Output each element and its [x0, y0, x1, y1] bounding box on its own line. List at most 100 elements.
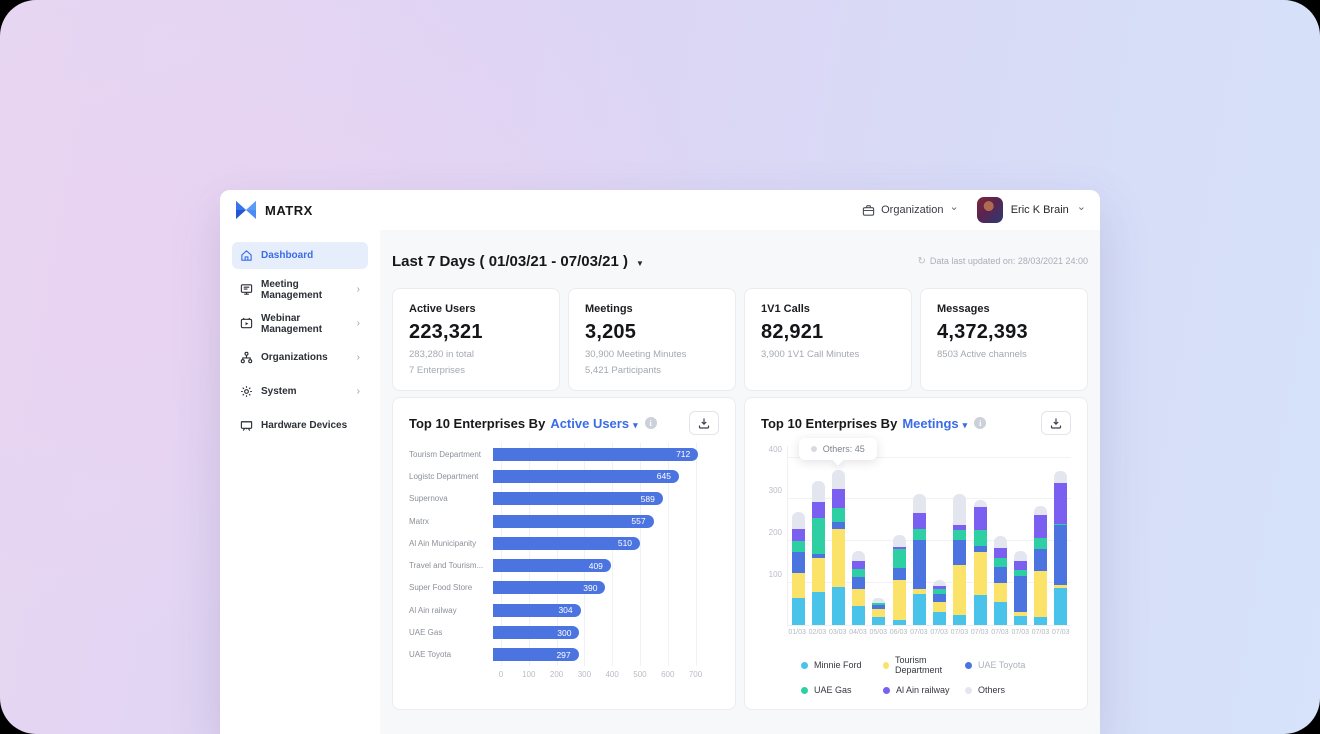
stack-segment-tourism-department[interactable]: [953, 565, 967, 615]
stack-segment-uae-gas[interactable]: [1014, 569, 1028, 577]
hbar-bar[interactable]: 712: [493, 447, 699, 461]
hbar-bar[interactable]: 589: [493, 492, 663, 506]
stack-segment-al-ain-railway[interactable]: [791, 528, 805, 542]
stack-segment-uae-gas[interactable]: [832, 507, 846, 523]
stack-segment-al-ain-railway[interactable]: [993, 547, 1007, 559]
stack-segment-uae-gas[interactable]: [872, 602, 886, 605]
sidebar-item-hardware-devices[interactable]: Hardware Devices: [232, 412, 368, 439]
stack-segment-al-ain-railway[interactable]: [1054, 483, 1068, 524]
stack-segment-others[interactable]: [912, 494, 926, 513]
legend-item[interactable]: Others: [965, 685, 1047, 695]
stack-segment-uae-toyota[interactable]: [993, 567, 1007, 584]
stack-segment-uae-toyota[interactable]: [1034, 548, 1048, 571]
stack-segment-minnie-ford[interactable]: [791, 597, 805, 625]
stack-segment-uae-gas[interactable]: [791, 541, 805, 552]
stack-segment-uae-gas[interactable]: [892, 548, 906, 568]
user-menu[interactable]: Eric K Brain: [976, 197, 1086, 223]
stack-segment-uae-toyota[interactable]: [933, 593, 947, 602]
stack-segment-minnie-ford[interactable]: [973, 594, 987, 625]
stack-segment-al-ain-railway[interactable]: [852, 561, 866, 569]
stack-segment-tourism-department[interactable]: [973, 551, 987, 595]
stack-segment-al-ain-railway[interactable]: [811, 501, 825, 519]
stack-segment-tourism-department[interactable]: [912, 588, 926, 594]
stack-segment-tourism-department[interactable]: [993, 583, 1007, 602]
stack-segment-minnie-ford[interactable]: [1014, 615, 1028, 625]
stack-segment-tourism-department[interactable]: [1014, 611, 1028, 616]
stack-segment-al-ain-railway[interactable]: [892, 546, 906, 549]
stack-segment-minnie-ford[interactable]: [1054, 588, 1068, 625]
stack-segment-uae-toyota[interactable]: [832, 522, 846, 529]
stack-segment-uae-toyota[interactable]: [1054, 525, 1068, 585]
hbar-bar[interactable]: 645: [493, 469, 679, 483]
stack-segment-al-ain-railway[interactable]: [912, 512, 926, 529]
stack-segment-uae-gas[interactable]: [993, 558, 1007, 568]
stack-segment-uae-gas[interactable]: [852, 568, 866, 577]
stack-segment-others[interactable]: [832, 470, 846, 489]
stack-segment-minnie-ford[interactable]: [852, 606, 866, 625]
legend-item[interactable]: Tourism Department: [883, 655, 965, 675]
sidebar-item-webinar-management[interactable]: Webinar Management ›: [232, 310, 368, 337]
stack-segment-others[interactable]: [872, 597, 886, 603]
stack-segment-others[interactable]: [791, 512, 805, 529]
stack-segment-uae-toyota[interactable]: [852, 576, 866, 590]
hbar-bar[interactable]: 300: [493, 626, 580, 640]
stacked-bar[interactable]: [852, 550, 866, 625]
hbar-bar[interactable]: 510: [493, 536, 641, 550]
sidebar-item-system[interactable]: System ›: [232, 378, 368, 405]
stack-segment-uae-gas[interactable]: [953, 529, 967, 541]
stack-segment-others[interactable]: [933, 579, 947, 587]
stack-segment-minnie-ford[interactable]: [953, 614, 967, 625]
stacked-bar[interactable]: [973, 500, 987, 625]
stack-segment-minnie-ford[interactable]: [892, 619, 906, 625]
stack-segment-tourism-department[interactable]: [791, 572, 805, 598]
stacked-bar[interactable]: [1034, 506, 1048, 625]
stack-segment-uae-gas[interactable]: [912, 528, 926, 541]
stacked-bar[interactable]: [791, 512, 805, 625]
stack-segment-uae-toyota[interactable]: [1014, 576, 1028, 612]
stack-segment-others[interactable]: [993, 535, 1007, 548]
stack-segment-uae-gas[interactable]: [1054, 523, 1068, 526]
legend-item[interactable]: Al Ain railway: [883, 685, 965, 695]
stack-segment-others[interactable]: [1014, 550, 1028, 562]
stack-segment-uae-toyota[interactable]: [953, 540, 967, 566]
stack-segment-tourism-department[interactable]: [1034, 570, 1048, 618]
stacked-bar[interactable]: [811, 480, 825, 625]
legend-item[interactable]: UAE Toyota: [965, 655, 1047, 675]
stack-segment-tourism-department[interactable]: [811, 558, 825, 592]
stacked-bar[interactable]: [872, 597, 886, 625]
stack-segment-minnie-ford[interactable]: [912, 593, 926, 625]
stack-segment-minnie-ford[interactable]: [872, 617, 886, 625]
stack-segment-uae-gas[interactable]: [973, 529, 987, 546]
stack-segment-tourism-department[interactable]: [892, 580, 906, 620]
hbar-bar[interactable]: 409: [493, 559, 611, 573]
stack-segment-uae-toyota[interactable]: [872, 604, 886, 610]
hbar-bar[interactable]: 297: [493, 648, 579, 662]
hbar-bar[interactable]: 557: [493, 514, 654, 528]
stack-segment-tourism-department[interactable]: [933, 602, 947, 613]
stack-segment-al-ain-railway[interactable]: [832, 489, 846, 508]
stacked-bar[interactable]: [892, 535, 906, 625]
stack-segment-others[interactable]: [852, 550, 866, 561]
stacked-bar[interactable]: [1054, 471, 1068, 625]
stack-segment-others[interactable]: [953, 494, 967, 526]
hbar-bar[interactable]: 390: [493, 581, 606, 595]
stack-segment-al-ain-railway[interactable]: [973, 506, 987, 530]
legend-item[interactable]: Minnie Ford: [801, 655, 883, 675]
stack-segment-others[interactable]: [811, 480, 825, 502]
stack-segment-minnie-ford[interactable]: [993, 601, 1007, 625]
stacked-bar[interactable]: [953, 494, 967, 625]
download-button[interactable]: [1041, 411, 1071, 435]
stack-segment-minnie-ford[interactable]: [1034, 617, 1048, 625]
stack-segment-others[interactable]: [1034, 506, 1048, 515]
info-icon[interactable]: [974, 417, 987, 429]
stack-segment-uae-toyota[interactable]: [973, 545, 987, 552]
organization-selector[interactable]: Organization: [862, 204, 959, 217]
metric-selector[interactable]: Active Users: [550, 416, 637, 431]
download-button[interactable]: [689, 411, 719, 435]
stack-segment-al-ain-railway[interactable]: [953, 525, 967, 530]
stack-segment-minnie-ford[interactable]: [811, 591, 825, 625]
stack-segment-al-ain-railway[interactable]: [933, 586, 947, 590]
stack-segment-minnie-ford[interactable]: [933, 612, 947, 625]
date-range-selector[interactable]: Last 7 Days ( 01/03/21 - 07/03/21 ): [392, 253, 644, 270]
hbar-bar[interactable]: 304: [493, 603, 581, 617]
